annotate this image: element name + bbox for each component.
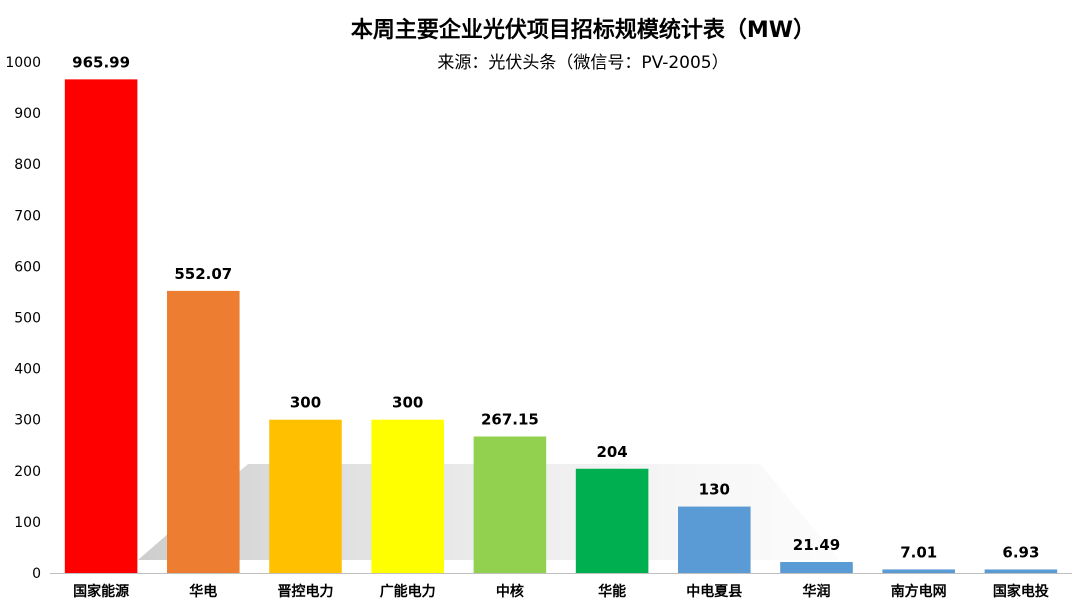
y-tick-label: 0 (32, 566, 41, 582)
x-tick-label: 华润 (803, 583, 831, 600)
x-tick-label: 晋控电力 (278, 583, 334, 600)
y-tick-label: 100 (14, 515, 41, 531)
bar (575, 468, 649, 573)
x-tick-label: 南方电网 (891, 583, 947, 600)
bar (167, 290, 240, 573)
data-label: 7.01 (900, 543, 937, 561)
bar (269, 419, 342, 573)
y-tick-label: 400 (14, 362, 41, 378)
bar (64, 79, 138, 573)
data-label: 267.15 (481, 410, 539, 428)
bar (678, 506, 751, 573)
bar (473, 436, 547, 573)
data-label: 21.49 (793, 536, 840, 554)
y-tick-label: 200 (14, 464, 41, 480)
data-label: 300 (290, 394, 321, 412)
y-axis: 0 100 200 300 400 500 600 700 800 900 1000 (5, 55, 41, 582)
y-tick-label: 800 (14, 157, 41, 173)
data-label: 204 (596, 443, 627, 461)
data-label: 552.07 (174, 265, 232, 283)
x-axis: 国家能源 华电 晋控电力 广能电力 中核 华能 中电夏县 华润 南方电网 国家电投 (50, 573, 1072, 600)
x-tick-label: 华能 (598, 583, 626, 600)
bar (371, 419, 444, 573)
x-tick-label: 国家电投 (993, 583, 1049, 600)
data-label: 965.99 (72, 53, 130, 71)
x-tick-label: 华电 (189, 583, 217, 600)
data-label: 300 (392, 394, 423, 412)
data-label: 130 (699, 481, 730, 499)
x-tick-label: 中核 (496, 583, 524, 600)
x-tick-label: 广能电力 (380, 583, 436, 600)
bars-group: 965.99 552.07 300 300 267.15 204 130 21.49 7.01 6… (64, 53, 1058, 573)
x-tick-label: 中电夏县 (686, 583, 742, 600)
bar (984, 569, 1058, 573)
y-tick-label: 700 (14, 208, 41, 224)
y-tick-label: 500 (14, 311, 41, 327)
y-tick-label: 900 (14, 106, 41, 122)
bar (882, 569, 955, 573)
y-tick-label: 1000 (5, 55, 41, 71)
bar (780, 562, 853, 573)
chart-title: 本周主要企业光伏项目招标规模统计表（MW） (351, 17, 815, 43)
data-label: 6.93 (1002, 543, 1039, 561)
chart-subtitle: 来源：光伏头条（微信号：PV-2005） (437, 53, 728, 73)
x-tick-label: 国家能源 (73, 583, 129, 600)
y-tick-label: 600 (14, 259, 41, 275)
y-tick-label: 300 (14, 413, 41, 429)
